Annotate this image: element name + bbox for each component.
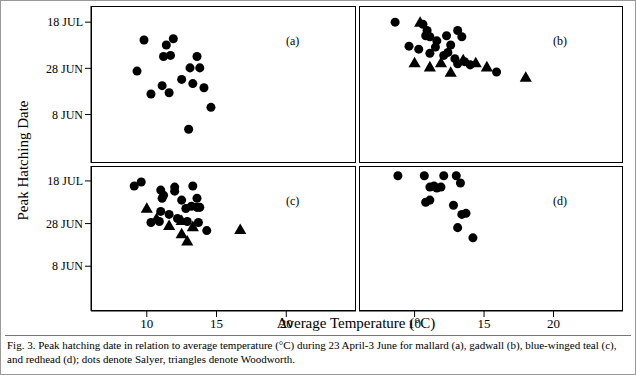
svg-text:15: 15 xyxy=(210,316,223,331)
svg-text:8 JUN: 8 JUN xyxy=(52,259,83,273)
html-text:(c): (c) xyxy=(286,194,300,208)
svg-text:20: 20 xyxy=(547,316,560,331)
html-text:Peak Hatching Date: Peak Hatching Date xyxy=(14,100,31,221)
svg-text:10: 10 xyxy=(140,316,153,331)
html-text:(d): (d) xyxy=(553,194,567,208)
svg-text:28 JUN: 28 JUN xyxy=(46,217,83,231)
html-text:(b): (b) xyxy=(553,34,567,48)
html-text:(a): (a) xyxy=(286,34,300,48)
html-text:Fig. 3. Peak hatching date in: Fig. 3. Peak hatching date in relation t… xyxy=(7,339,617,365)
svg-text:15: 15 xyxy=(478,316,491,331)
svg-text:18 JUL: 18 JUL xyxy=(47,174,83,188)
svg-text:18 JUL: 18 JUL xyxy=(47,15,83,29)
svg-text:8 JUN: 8 JUN xyxy=(52,108,83,122)
html-text:Average Temperature (°C): Average Temperature (°C) xyxy=(276,315,436,331)
svg-text:28 JUN: 28 JUN xyxy=(46,62,83,76)
